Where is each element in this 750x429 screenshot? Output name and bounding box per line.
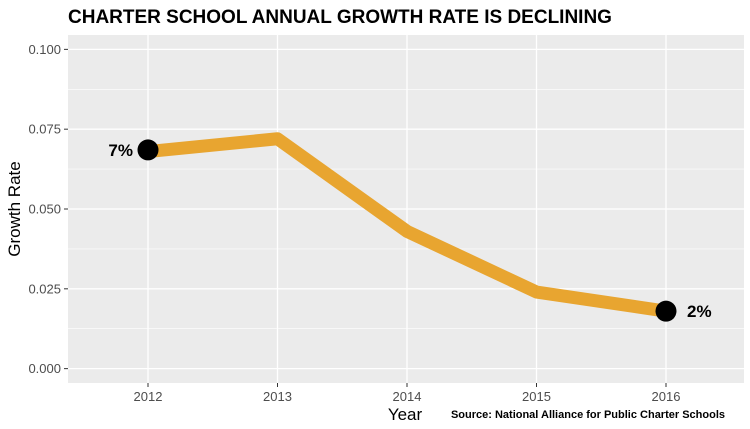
y-axis-title: Growth Rate [5,161,24,256]
series-line [147,132,667,318]
x-tick-label: 2012 [134,389,163,404]
x-tick-label: 2016 [652,389,681,404]
y-tick-label: 0.000 [28,361,61,376]
point-marker [655,300,677,322]
chart-title: CHARTER SCHOOL ANNUAL GROWTH RATE IS DEC… [68,7,612,28]
point-marker [137,139,159,161]
x-axis-title: Year [388,405,423,424]
x-tick-label: 2014 [393,389,422,404]
y-tick-label: 0.075 [28,122,61,137]
major-gridlines [68,35,744,383]
point-value-label: 7% [108,141,133,160]
minor-gridlines [68,88,744,330]
y-tick-label: 0.100 [28,42,61,57]
x-tick-label: 2015 [522,389,551,404]
source-note: Source: National Alliance for Public Cha… [451,409,725,421]
point-markers: 7% 2% [108,139,712,322]
y-axis-ticks: 0.000 0.025 0.050 0.075 0.100 [28,42,68,376]
point-value-label: 2% [687,302,712,321]
series-layer [147,132,667,318]
y-tick-label: 0.050 [28,202,61,217]
x-tick-label: 2013 [263,389,292,404]
x-axis-ticks: 2012 2013 2014 2015 2016 [134,383,681,404]
y-tick-label: 0.025 [28,281,61,296]
